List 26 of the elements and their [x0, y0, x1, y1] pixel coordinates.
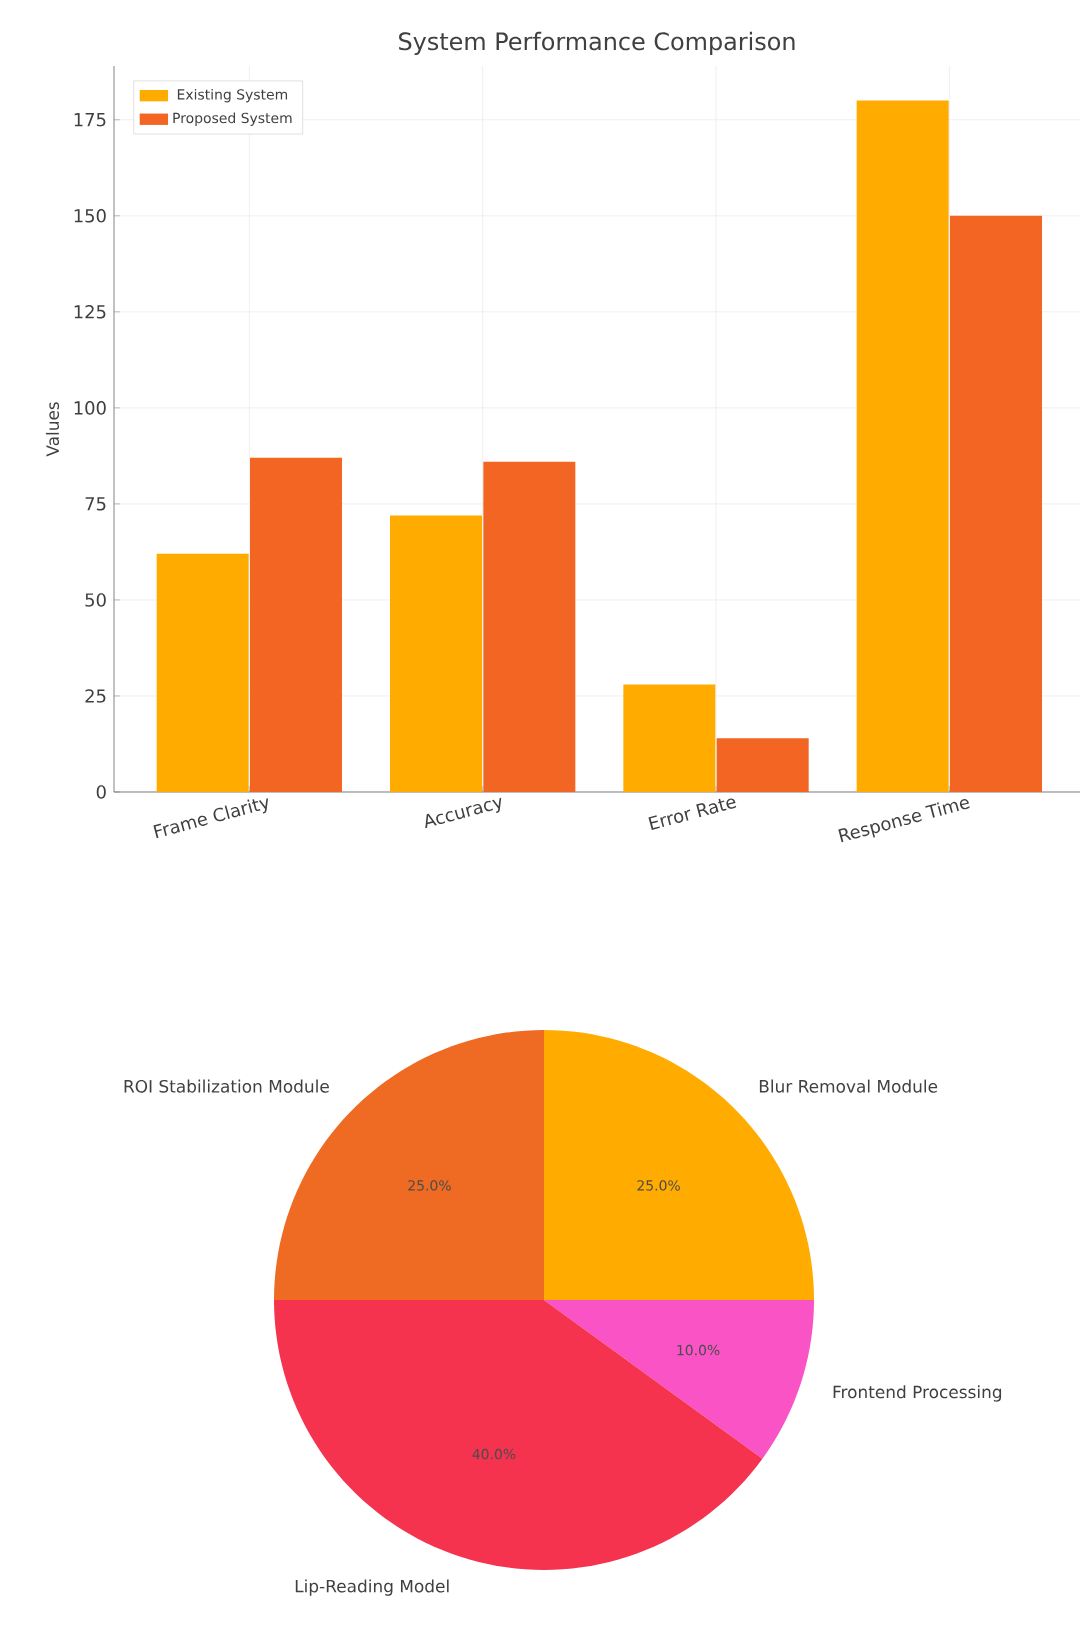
- x-tick-label: Response Time: [838, 799, 970, 843]
- y-axis-title: Values: [45, 402, 60, 457]
- slice-label: Frontend Processing: [833, 1385, 1002, 1402]
- bar: [483, 461, 576, 792]
- slice-label: Lip-Reading Model: [295, 1579, 449, 1596]
- slice-label: ROI Stabilization Module: [124, 1079, 329, 1093]
- y-tick-label: 25: [85, 689, 106, 703]
- x-tick-label: Frame Clarity: [153, 798, 269, 839]
- bar: [856, 100, 949, 792]
- y-tick-label: 0: [96, 785, 106, 799]
- y-tick-label: 100: [74, 401, 106, 415]
- bar: [250, 457, 342, 792]
- y-tick-label: 175: [74, 113, 106, 127]
- x-tick-label: Error Rate: [648, 798, 737, 831]
- bar: [716, 738, 809, 792]
- bar: [623, 684, 716, 792]
- y-tick-label: 50: [85, 593, 106, 607]
- y-tick-label: 75: [85, 497, 106, 511]
- bar: [950, 215, 1043, 792]
- y-tick-label: 150: [74, 209, 106, 223]
- y-tick-label: 125: [74, 305, 106, 319]
- chart-title: System Performance Comparison: [399, 31, 795, 55]
- bar: [390, 515, 482, 792]
- bar: [156, 553, 249, 792]
- slice-label: Blur Removal Module: [759, 1079, 938, 1093]
- x-tick-label: Accuracy: [425, 797, 502, 829]
